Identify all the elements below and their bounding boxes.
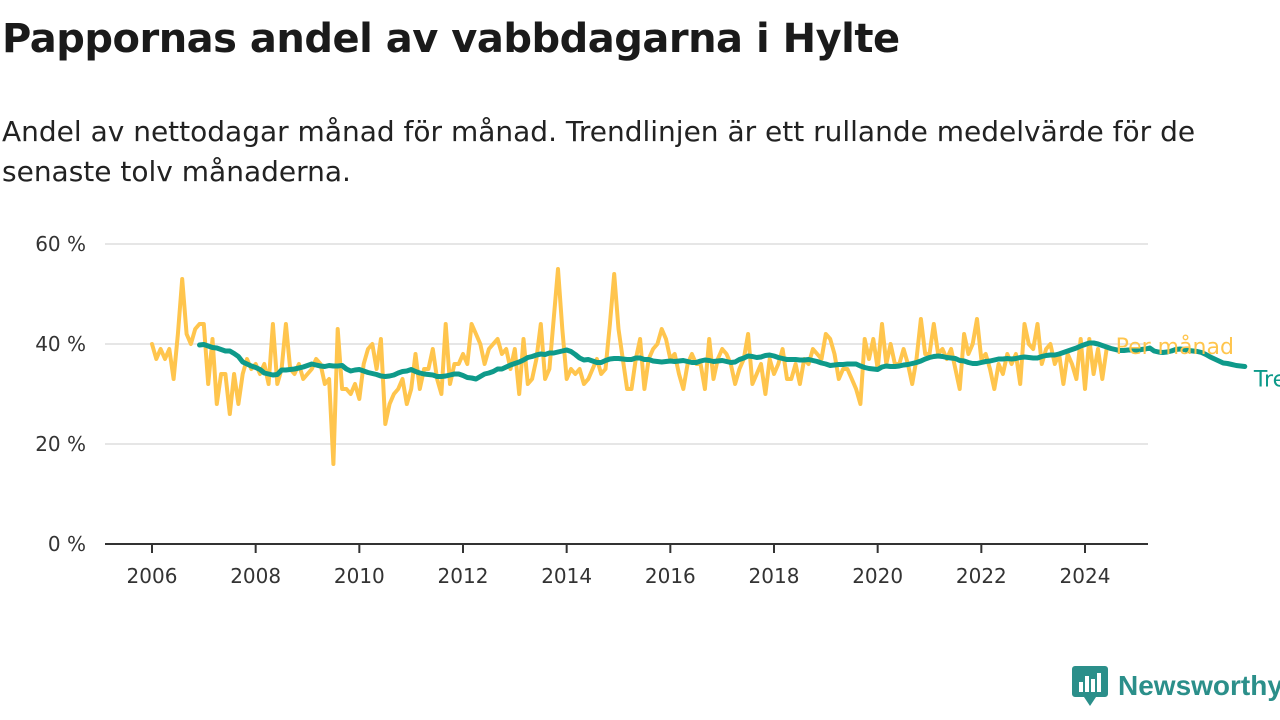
y-axis-ticks: 0 % 20 % 40 % 60 % (35, 232, 86, 556)
x-tick-label: 2018 (749, 564, 800, 588)
x-tick-label: 2022 (956, 564, 1007, 588)
y-tick-label: 20 % (35, 432, 86, 456)
newsworthy-brand[interactable]: Newsworthy (1072, 664, 1280, 708)
x-tick-label: 2024 (1060, 564, 1111, 588)
series-label-trend: Trend (1253, 368, 1280, 393)
x-tick-label: 2016 (645, 564, 696, 588)
series-labels: Per månad Trend (1116, 334, 1280, 393)
series-lines (150, 267, 1248, 466)
x-tick-label: 2010 (334, 564, 385, 588)
x-tick-label: 2020 (852, 564, 903, 588)
chart-title: Pappornas andel av vabbdagarna i Hylte (2, 16, 900, 62)
x-tick-label: 2006 (127, 564, 178, 588)
y-tick-label: 60 % (35, 232, 86, 256)
grid-lines (105, 243, 1148, 445)
newsworthy-logo-icon (1072, 666, 1108, 706)
x-tick-label: 2012 (438, 564, 489, 588)
series-line-trend (197, 340, 1248, 382)
x-tick-label: 2008 (230, 564, 281, 588)
x-axis: 2006 2008 2010 2012 2014 2016 2018 2020 2022 2024 (105, 543, 1148, 588)
x-tick-label: 2014 (541, 564, 592, 588)
series-label-per-manad: Per månad (1116, 334, 1234, 360)
y-tick-label: 0 % (48, 532, 86, 556)
y-tick-label: 40 % (35, 332, 86, 356)
chart-subtitle: Andel av nettodagar månad för månad. Tre… (2, 115, 1196, 188)
brand-name: Newsworthy (1118, 670, 1280, 701)
